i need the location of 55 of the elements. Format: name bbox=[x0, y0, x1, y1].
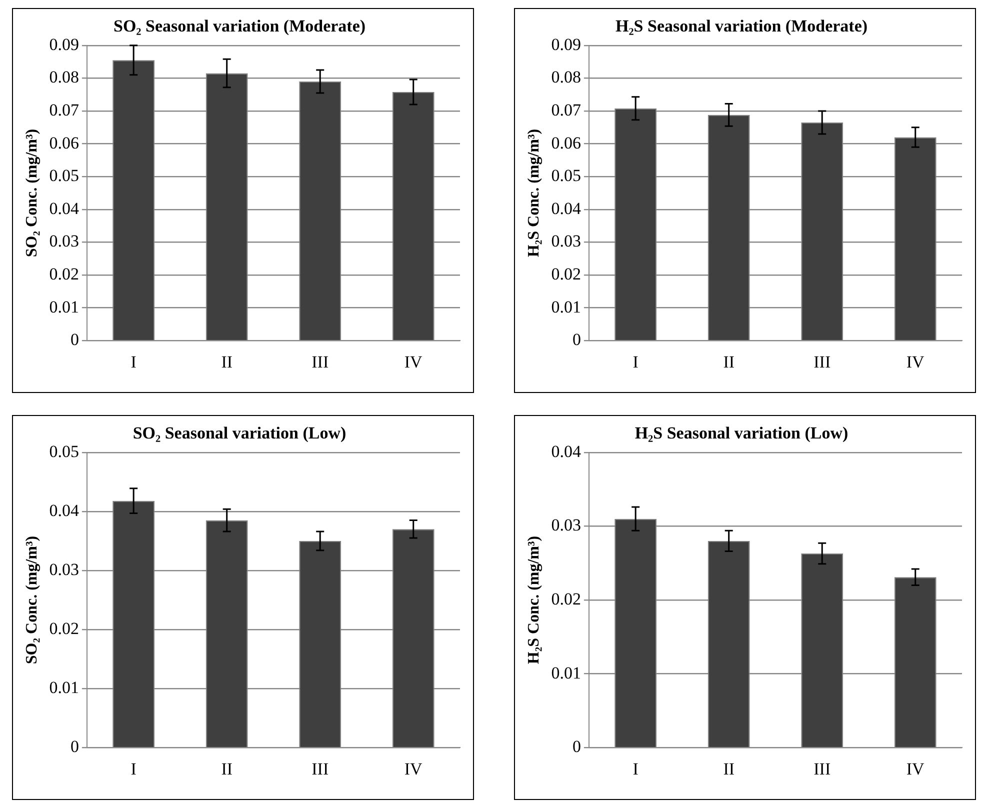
y-tick-label: 0.05 bbox=[49, 442, 79, 461]
y-tick-label: 0.09 bbox=[551, 34, 581, 54]
x-tick-label: II bbox=[723, 759, 735, 778]
y-axis-title: SO₂ Conc. (mg/m³) bbox=[24, 128, 41, 258]
x-tick-label: III bbox=[312, 352, 329, 372]
x-tick-label: I bbox=[632, 759, 639, 778]
x-tick-label: IV bbox=[404, 352, 424, 372]
y-tick-label: 0.05 bbox=[551, 166, 581, 186]
chart-title: H₂S Seasonal variation (Low) bbox=[634, 424, 848, 443]
y-tick-label: 0.03 bbox=[49, 232, 79, 251]
y-tick-label: 0.04 bbox=[49, 198, 80, 218]
y-tick-label: 0.08 bbox=[49, 68, 79, 87]
y-tick-label: 0.04 bbox=[551, 442, 582, 461]
y-tick-label: 0.05 bbox=[49, 166, 79, 186]
y-axis-title: SO₂ Conc. (mg/m³) bbox=[24, 536, 41, 664]
x-tick-label: III bbox=[312, 759, 329, 778]
y-tick-label: 0 bbox=[572, 330, 581, 350]
y-tick-label: 0.01 bbox=[49, 678, 79, 698]
y-tick-label: 0 bbox=[572, 737, 581, 756]
y-tick-label: 0.07 bbox=[551, 100, 582, 120]
y-tick-label: 0.01 bbox=[551, 663, 581, 682]
x-tick-label: II bbox=[221, 352, 233, 372]
chart-title: H₂S Seasonal variation (Moderate) bbox=[615, 16, 868, 36]
y-tick-label: 0.02 bbox=[551, 589, 581, 608]
y-tick-label: 0.04 bbox=[49, 500, 80, 520]
y-tick-label: 0.03 bbox=[551, 232, 581, 251]
y-tick-label: 0.04 bbox=[551, 198, 582, 218]
x-tick-label: IV bbox=[404, 759, 424, 778]
y-axis-title: H₂S Conc. (mg/m³) bbox=[526, 128, 543, 258]
x-tick-label: II bbox=[723, 352, 735, 372]
y-tick-label: 0.03 bbox=[49, 560, 79, 579]
x-tick-label: IV bbox=[906, 759, 926, 778]
chart-title: SO₂ Seasonal variation (Low) bbox=[132, 424, 346, 443]
x-tick-label: III bbox=[814, 352, 831, 372]
y-tick-label: 0.02 bbox=[49, 264, 79, 284]
x-tick-label: I bbox=[632, 352, 639, 372]
y-tick-label: 0.01 bbox=[551, 297, 581, 316]
x-tick-label: III bbox=[814, 759, 831, 778]
y-tick-label: 0.06 bbox=[49, 133, 79, 152]
y-tick-label: 0.06 bbox=[551, 133, 581, 152]
y-tick-label: 0.07 bbox=[49, 100, 80, 120]
chart-title: SO₂ Seasonal variation (Moderate) bbox=[113, 16, 366, 36]
x-tick-label: I bbox=[130, 352, 137, 372]
y-tick-label: 0.02 bbox=[551, 264, 581, 284]
y-tick-label: 0 bbox=[70, 737, 79, 756]
y-tick-label: 0.03 bbox=[551, 516, 581, 535]
x-tick-label: IV bbox=[906, 352, 926, 372]
x-tick-label: I bbox=[130, 759, 137, 778]
y-tick-label: 0.09 bbox=[49, 34, 79, 54]
y-tick-label: 0.02 bbox=[49, 618, 79, 638]
y-tick-label: 0.01 bbox=[49, 297, 79, 316]
y-axis-title: H₂S Conc. (mg/m³) bbox=[526, 536, 543, 664]
y-tick-label: 0 bbox=[70, 330, 79, 350]
y-tick-label: 0.08 bbox=[551, 68, 581, 87]
x-tick-label: II bbox=[221, 759, 233, 778]
